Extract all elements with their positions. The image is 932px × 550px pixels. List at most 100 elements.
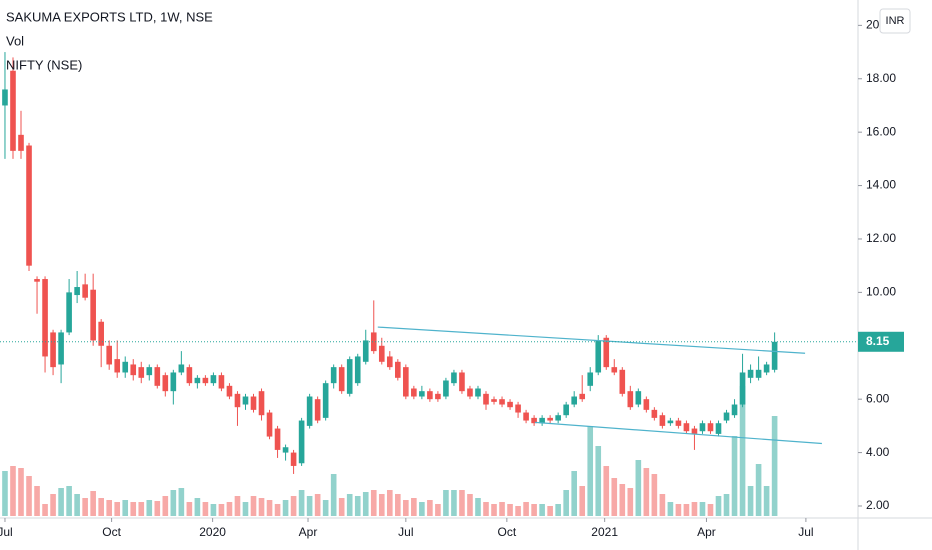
volume-bar bbox=[595, 446, 602, 516]
candle-body bbox=[274, 428, 281, 450]
volume-bar bbox=[130, 502, 137, 516]
candle-body bbox=[675, 420, 682, 426]
volume-bar bbox=[138, 502, 145, 516]
volume-bar bbox=[443, 490, 449, 516]
x-tick-label: Oct bbox=[498, 525, 517, 539]
volume-bar bbox=[234, 496, 241, 516]
x-tick-label: 2020 bbox=[199, 525, 226, 539]
candle-body bbox=[419, 391, 425, 397]
candle-body bbox=[178, 364, 185, 373]
candle-body bbox=[226, 385, 233, 397]
candle-body bbox=[210, 375, 217, 384]
volume-bar bbox=[362, 492, 369, 516]
volume-bar bbox=[579, 486, 586, 516]
candle-body bbox=[651, 409, 658, 418]
x-tick-label: Jul bbox=[0, 525, 13, 539]
candle-body bbox=[290, 452, 297, 466]
volume-bar bbox=[74, 494, 80, 516]
volume-bar bbox=[386, 490, 393, 516]
candle-body bbox=[627, 391, 634, 408]
volume-bar bbox=[739, 386, 746, 516]
candle-body bbox=[443, 380, 449, 397]
candle-body bbox=[66, 292, 72, 333]
candle-body bbox=[34, 279, 40, 282]
candle-body bbox=[186, 367, 193, 384]
volume-bar bbox=[707, 504, 714, 516]
volume-bar bbox=[643, 468, 650, 516]
candle-body bbox=[250, 396, 257, 410]
candle-body bbox=[90, 289, 96, 341]
volume-bar bbox=[314, 494, 321, 516]
volume-bar bbox=[531, 504, 537, 516]
volume-bar bbox=[170, 490, 177, 516]
volume-bar bbox=[475, 498, 481, 516]
candle-body bbox=[42, 279, 48, 357]
volume-bar bbox=[499, 502, 505, 516]
y-tick-label: 20 bbox=[866, 18, 880, 32]
candle-body bbox=[354, 356, 361, 384]
volume-bar bbox=[523, 502, 529, 516]
candle-body bbox=[338, 367, 345, 392]
candle-body bbox=[507, 401, 513, 408]
y-tick-label: 18.00 bbox=[866, 71, 896, 85]
symbol-title: SAKUMA EXPORTS LTD, 1W, NSE bbox=[6, 9, 213, 24]
candle-body bbox=[547, 417, 553, 421]
candle-body bbox=[595, 340, 602, 373]
last-price-label: 8.15 bbox=[866, 334, 890, 348]
trendline bbox=[534, 421, 822, 445]
candle-body bbox=[699, 423, 706, 432]
volume-bar bbox=[507, 504, 513, 516]
volume-bar bbox=[755, 464, 762, 516]
candle-body bbox=[138, 367, 145, 378]
plot bbox=[2, 52, 822, 516]
candle-body bbox=[74, 287, 80, 296]
candle-body bbox=[459, 372, 465, 392]
candle-body bbox=[202, 377, 209, 384]
volume-bar bbox=[651, 474, 658, 516]
volume-bar bbox=[483, 502, 489, 516]
y-tick-label: 6.00 bbox=[866, 391, 890, 405]
candle-body bbox=[603, 337, 610, 368]
candle-body bbox=[515, 404, 521, 413]
candle-body bbox=[747, 369, 754, 378]
volume-bar bbox=[627, 488, 634, 516]
volume-bar bbox=[322, 500, 329, 516]
candle-body bbox=[395, 361, 401, 378]
candle-body bbox=[763, 364, 770, 373]
candle-body bbox=[114, 359, 121, 373]
volume-bar bbox=[210, 504, 217, 516]
volume-bar bbox=[378, 494, 385, 516]
y-tick-label: 12.00 bbox=[866, 231, 896, 245]
candle-body bbox=[362, 340, 369, 362]
candle-body bbox=[723, 412, 730, 421]
last-price-box bbox=[858, 331, 904, 352]
volume-bar bbox=[178, 488, 185, 516]
volume-bar bbox=[58, 488, 64, 516]
candle-body bbox=[258, 391, 265, 416]
candle-body bbox=[146, 367, 153, 376]
volume-bar bbox=[611, 478, 618, 516]
y-tick-label: 10.00 bbox=[866, 285, 896, 299]
volume-bar bbox=[26, 476, 32, 516]
candle-body bbox=[611, 367, 618, 373]
candle-body bbox=[346, 359, 353, 394]
volume-bar bbox=[763, 486, 770, 516]
volume-bar bbox=[290, 496, 297, 516]
x-tick-label: Apr bbox=[697, 525, 716, 539]
y-tick-label: 14.00 bbox=[866, 178, 896, 192]
volume-bar bbox=[427, 500, 433, 516]
volume-bar bbox=[154, 501, 161, 516]
volume-bar bbox=[250, 496, 257, 516]
candle-body bbox=[539, 417, 545, 424]
y-tick-label: 2.00 bbox=[866, 498, 890, 512]
volume-bar bbox=[571, 471, 577, 516]
candle-body bbox=[18, 134, 24, 151]
volume-bar bbox=[202, 502, 209, 516]
candle-body bbox=[130, 364, 137, 376]
volume-bar bbox=[122, 500, 129, 516]
volume-bar bbox=[547, 506, 553, 516]
x-tick-label: 2021 bbox=[591, 525, 618, 539]
volume-bar bbox=[635, 460, 642, 516]
candle-body bbox=[483, 393, 489, 405]
